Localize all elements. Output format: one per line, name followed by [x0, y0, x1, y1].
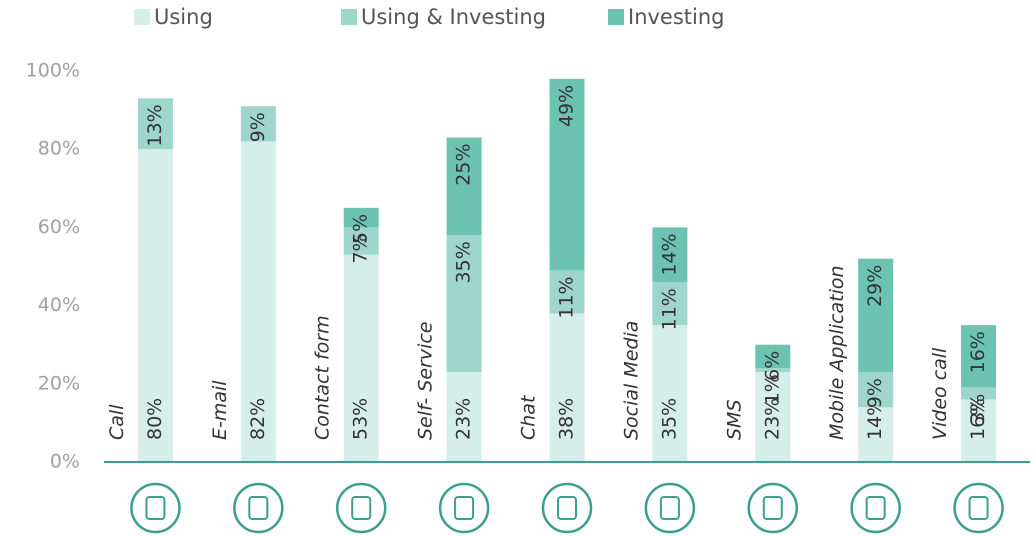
legend-swatch — [608, 9, 624, 25]
icon-glyph — [145, 496, 166, 520]
value-label: 23% — [761, 398, 783, 440]
bar-segment — [137, 98, 173, 150]
channel-icon — [438, 482, 490, 534]
value-label: 38% — [556, 398, 578, 440]
icon-glyph — [454, 496, 475, 520]
legend-swatch — [134, 9, 150, 25]
bar-segment — [549, 270, 585, 314]
icon-circle — [747, 482, 799, 534]
icon-glyph — [351, 496, 372, 520]
value-label: 53% — [350, 398, 372, 440]
icon-circle — [335, 482, 387, 534]
icon-circle — [130, 482, 181, 534]
bar-segment — [137, 149, 173, 462]
icon-glyph — [248, 496, 269, 520]
icon-circle — [438, 482, 490, 534]
legend-label: Using — [154, 5, 213, 29]
y-tick-label: 20% — [38, 372, 80, 394]
value-label: 80% — [144, 398, 166, 440]
value-label: 35% — [658, 398, 680, 440]
value-label: 25% — [453, 143, 475, 185]
bar-segment — [240, 106, 276, 142]
y-tick-label: 100% — [26, 60, 80, 82]
bar-segment — [755, 344, 791, 369]
value-label: 23% — [453, 398, 475, 440]
legend-label: Investing — [628, 5, 725, 29]
value-label: 13% — [144, 104, 166, 146]
channel-icon — [335, 482, 387, 534]
value-label: 5% — [350, 214, 372, 244]
channel-icon — [953, 482, 1004, 534]
value-label: 16% — [967, 331, 989, 373]
value-label: 11% — [556, 276, 578, 318]
bar-segment — [343, 227, 379, 255]
icon-glyph — [659, 496, 680, 520]
bar-segment — [858, 407, 894, 462]
value-label: 16% — [967, 398, 989, 440]
value-label: 14% — [658, 233, 680, 275]
y-tick-label: 40% — [38, 294, 80, 316]
icon-glyph — [865, 496, 886, 520]
value-label: 35% — [453, 241, 475, 283]
bar-segment — [240, 141, 276, 462]
category-label: Contact form — [312, 315, 334, 440]
icon-glyph — [762, 496, 783, 520]
category-label: SMS — [723, 399, 745, 440]
value-label: 49% — [556, 85, 578, 127]
value-label: 82% — [247, 398, 269, 440]
bar-segment — [549, 313, 585, 462]
channel-icon — [541, 482, 593, 534]
value-label: 6% — [761, 351, 783, 381]
y-tick-label: 80% — [38, 138, 80, 160]
value-label: 3% — [967, 394, 989, 424]
value-label: 9% — [247, 112, 269, 142]
channel-icon — [850, 482, 901, 534]
value-label: 1% — [761, 374, 783, 404]
icon-circle — [233, 482, 284, 534]
value-label: 9% — [864, 378, 886, 408]
bar-segment — [961, 387, 997, 400]
category-label: Mobile Application — [826, 265, 848, 440]
bar-segment — [652, 282, 688, 326]
bar-segment — [652, 325, 688, 462]
category-label: Chat — [518, 394, 540, 440]
bar-segment — [652, 227, 688, 283]
bar-segment — [549, 78, 585, 271]
icon-glyph — [968, 496, 989, 520]
bar-segment — [343, 254, 379, 462]
icon-circle — [541, 482, 593, 534]
category-label: Social Media — [620, 321, 642, 440]
bar-segment — [858, 372, 894, 408]
channel-icon — [644, 482, 696, 534]
bar-segment — [755, 368, 791, 373]
bar-segment — [858, 258, 894, 373]
icon-circle — [850, 482, 901, 534]
category-label: Self- Service — [415, 322, 437, 441]
y-tick-label: 0% — [50, 451, 80, 473]
value-label: 7% — [350, 233, 372, 263]
value-label: 14% — [864, 398, 886, 440]
bar-segment — [755, 372, 791, 462]
icon-circle — [644, 482, 696, 534]
channel-icon — [130, 482, 181, 534]
y-tick-label: 60% — [38, 216, 80, 238]
bar-segment — [961, 399, 997, 462]
channel-icon — [747, 482, 799, 534]
bar-segment — [446, 137, 482, 236]
category-label: Call — [106, 404, 128, 440]
icon-glyph — [557, 496, 577, 520]
bar-segment — [446, 235, 482, 373]
legend-swatch — [341, 9, 357, 25]
category-label: E-mail — [209, 380, 231, 440]
bar-segment — [343, 207, 379, 228]
category-label: Video call — [929, 347, 951, 440]
value-label: 11% — [658, 288, 680, 330]
legend-label: Using & Investing — [361, 5, 546, 29]
bar-segment — [446, 372, 482, 462]
icon-circle — [953, 482, 1004, 534]
bar-segment — [961, 325, 997, 388]
value-label: 29% — [864, 265, 886, 307]
channel-icon — [233, 482, 284, 534]
